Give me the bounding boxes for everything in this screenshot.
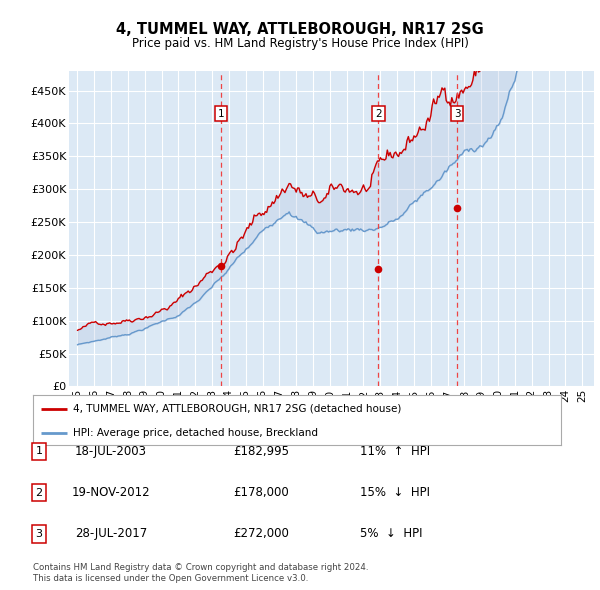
Text: 3: 3 <box>454 109 460 119</box>
Text: 11%  ↑  HPI: 11% ↑ HPI <box>360 445 430 458</box>
Text: Contains HM Land Registry data © Crown copyright and database right 2024.
This d: Contains HM Land Registry data © Crown c… <box>33 563 368 583</box>
Text: 15%  ↓  HPI: 15% ↓ HPI <box>360 486 430 499</box>
Text: HPI: Average price, detached house, Breckland: HPI: Average price, detached house, Brec… <box>73 428 317 438</box>
Text: Price paid vs. HM Land Registry's House Price Index (HPI): Price paid vs. HM Land Registry's House … <box>131 37 469 50</box>
Text: 4, TUMMEL WAY, ATTLEBOROUGH, NR17 2SG: 4, TUMMEL WAY, ATTLEBOROUGH, NR17 2SG <box>116 22 484 37</box>
Text: 18-JUL-2003: 18-JUL-2003 <box>75 445 147 458</box>
Text: 19-NOV-2012: 19-NOV-2012 <box>71 486 151 499</box>
Text: 4, TUMMEL WAY, ATTLEBOROUGH, NR17 2SG (detached house): 4, TUMMEL WAY, ATTLEBOROUGH, NR17 2SG (d… <box>73 404 401 414</box>
Text: £182,995: £182,995 <box>233 445 289 458</box>
Text: 3: 3 <box>35 529 43 539</box>
Text: 2: 2 <box>35 488 43 497</box>
Text: 28-JUL-2017: 28-JUL-2017 <box>75 527 147 540</box>
Text: £272,000: £272,000 <box>233 527 289 540</box>
Text: £178,000: £178,000 <box>233 486 289 499</box>
Text: 1: 1 <box>218 109 224 119</box>
Text: 5%  ↓  HPI: 5% ↓ HPI <box>360 527 422 540</box>
Text: 2: 2 <box>375 109 382 119</box>
Text: 1: 1 <box>35 447 43 456</box>
